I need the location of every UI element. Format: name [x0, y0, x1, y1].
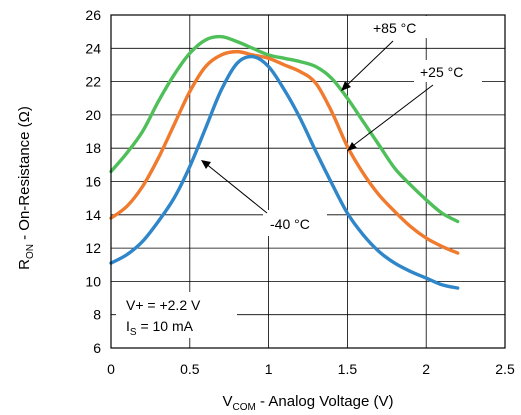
series-lines	[109, 34, 460, 290]
series-line-25c	[109, 49, 460, 255]
conditions-line1: V+ = +2.2 V	[126, 297, 201, 313]
y-tick-label: 26	[85, 7, 101, 23]
conditions-line2-main: I	[126, 318, 130, 334]
y-tick-label: 14	[85, 207, 101, 223]
y-tick-labels: 6 8 10 12 14 16 18 20 22 24 26	[85, 7, 101, 356]
y-tick-label: 10	[85, 273, 101, 289]
y-tick-label: 24	[85, 40, 101, 56]
conditions-line2-sub: S	[130, 327, 137, 338]
x-tick-label: 2.5	[495, 361, 515, 377]
series-line-85c	[109, 34, 460, 224]
plot-frame	[110, 14, 506, 349]
y-tick-label: 16	[85, 174, 101, 190]
y-axis-label: RON - On-Resistance (Ω)	[16, 106, 36, 270]
conditions-line2: IS = 10 mA	[126, 318, 194, 338]
annotation-25-arrowhead	[347, 142, 357, 151]
conditions-line2-rest: = 10 mA	[137, 318, 194, 334]
annotation-25-bg	[414, 60, 482, 82]
series-line-40c	[109, 54, 460, 290]
x-tick-label: 1.5	[338, 361, 358, 377]
conditions-box	[116, 292, 237, 338]
annotation-85-arrow	[343, 40, 394, 89]
y-tick-label: 6	[93, 340, 101, 356]
annotation-85-label: +85 °C	[373, 20, 416, 36]
annotation-85-bg	[367, 16, 435, 38]
annotation-25-arrow	[349, 84, 434, 149]
y-tick-label: 12	[85, 240, 101, 256]
y-tick-label: 20	[85, 107, 101, 123]
x-tick-label: 1	[265, 361, 273, 377]
y-tick-label: 22	[85, 74, 101, 90]
x-tick-label: 0	[107, 361, 115, 377]
x-axis-label: VCOM - Analog Voltage (V)	[223, 393, 394, 413]
annotation-25-label: +25 °C	[420, 64, 463, 80]
annotation-40-arrow	[204, 162, 268, 214]
y-tick-label: 8	[93, 307, 101, 323]
annotation-40-label: -40 °C	[270, 216, 310, 232]
annotation-40-arrowhead	[201, 160, 211, 169]
y-tick-label: 18	[85, 140, 101, 156]
annotation-85-arrowhead	[341, 81, 351, 91]
x-tick-label: 2	[422, 361, 430, 377]
x-tick-label: 0.5	[180, 361, 200, 377]
x-tick-labels: 0 0.5 1 1.5 2 2.5	[107, 361, 515, 377]
annotation-40-bg	[263, 210, 327, 236]
